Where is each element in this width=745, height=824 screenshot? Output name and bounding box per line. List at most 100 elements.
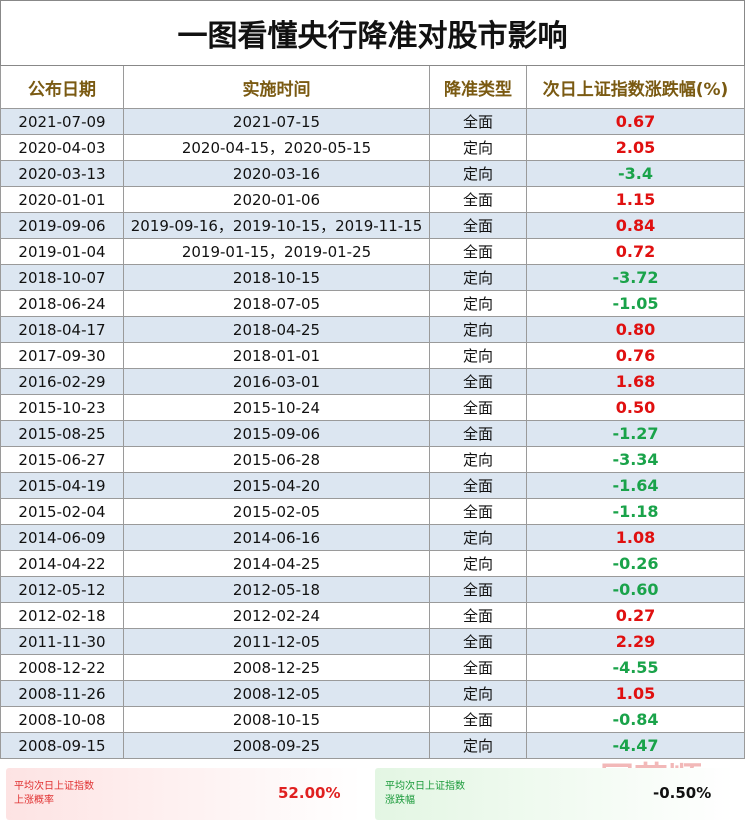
change-cell: -1.05 <box>527 291 745 317</box>
cell: 全面 <box>430 369 527 395</box>
change-cell: -1.18 <box>527 499 745 525</box>
cell: 2014-04-22 <box>0 551 124 577</box>
cell: 2015-06-28 <box>124 447 430 473</box>
change-cell: 1.15 <box>527 187 745 213</box>
cell: 全面 <box>430 655 527 681</box>
footer-left-value: 52.00% <box>278 784 341 802</box>
change-cell: -3.72 <box>527 265 745 291</box>
change-cell: -4.55 <box>527 655 745 681</box>
cell: 2012-05-18 <box>124 577 430 603</box>
cell: 全面 <box>430 213 527 239</box>
cell: 2015-02-04 <box>0 499 124 525</box>
cell: 2018-06-24 <box>0 291 124 317</box>
cell: 2018-01-01 <box>124 343 430 369</box>
cell: 定向 <box>430 161 527 187</box>
change-cell: -1.64 <box>527 473 745 499</box>
footer-right-label: 涨跌幅 <box>385 795 415 806</box>
cell: 2008-12-05 <box>124 681 430 707</box>
cell: 全面 <box>430 577 527 603</box>
cell: 2015-06-27 <box>0 447 124 473</box>
header-cell: 降准类型 <box>430 66 527 109</box>
header-cell: 公布日期 <box>0 66 124 109</box>
change-cell: -3.34 <box>527 447 745 473</box>
change-cell: 0.50 <box>527 395 745 421</box>
footer-left-label: 上涨概率 <box>14 795 54 806</box>
cell: 2008-12-25 <box>124 655 430 681</box>
cell: 2015-02-05 <box>124 499 430 525</box>
change-cell: -1.27 <box>527 421 745 447</box>
change-cell: 0.67 <box>527 109 745 135</box>
cell: 2016-03-01 <box>124 369 430 395</box>
change-cell: -0.60 <box>527 577 745 603</box>
cell: 定向 <box>430 525 527 551</box>
cell: 定向 <box>430 733 527 759</box>
cell: 2020-01-06 <box>124 187 430 213</box>
cell: 2021-07-15 <box>124 109 430 135</box>
cell: 全面 <box>430 421 527 447</box>
cell: 2008-10-15 <box>124 707 430 733</box>
cell: 2018-10-15 <box>124 265 430 291</box>
cell: 2014-04-25 <box>124 551 430 577</box>
cell: 2020-03-13 <box>0 161 124 187</box>
cell: 2015-10-23 <box>0 395 124 421</box>
cell: 全面 <box>430 707 527 733</box>
change-cell: -0.26 <box>527 551 745 577</box>
cell: 全面 <box>430 187 527 213</box>
change-cell: -0.84 <box>527 707 745 733</box>
cell: 2018-07-05 <box>124 291 430 317</box>
cell: 全面 <box>430 109 527 135</box>
cell: 2018-04-25 <box>124 317 430 343</box>
cell: 2008-10-08 <box>0 707 124 733</box>
change-cell: 1.05 <box>527 681 745 707</box>
cell: 2015-08-25 <box>0 421 124 447</box>
cell: 2008-09-25 <box>124 733 430 759</box>
cell: 全面 <box>430 239 527 265</box>
cell: 2019-09-16，2019-10-15，2019-11-15 <box>124 213 430 239</box>
cell: 定向 <box>430 343 527 369</box>
cell: 2015-04-19 <box>0 473 124 499</box>
cell: 全面 <box>430 629 527 655</box>
footer-left-label: 平均次日上证指数 <box>14 781 94 792</box>
cell: 定向 <box>430 551 527 577</box>
cell: 定向 <box>430 447 527 473</box>
change-cell: 1.08 <box>527 525 745 551</box>
change-cell: 0.84 <box>527 213 745 239</box>
cell: 定向 <box>430 291 527 317</box>
cell: 2008-12-22 <box>0 655 124 681</box>
footer-right-value: -0.50% <box>653 784 712 802</box>
cell: 定向 <box>430 681 527 707</box>
cell: 2020-04-03 <box>0 135 124 161</box>
cell: 全面 <box>430 473 527 499</box>
cell: 全面 <box>430 499 527 525</box>
cell: 全面 <box>430 395 527 421</box>
cell: 2011-11-30 <box>0 629 124 655</box>
change-cell: 0.27 <box>527 603 745 629</box>
cell: 2015-09-06 <box>124 421 430 447</box>
cell: 2015-04-20 <box>124 473 430 499</box>
cell: 2014-06-09 <box>0 525 124 551</box>
cell: 2019-01-15，2019-01-25 <box>124 239 430 265</box>
cell: 2016-02-29 <box>0 369 124 395</box>
cell: 定向 <box>430 265 527 291</box>
cell: 2020-04-15，2020-05-15 <box>124 135 430 161</box>
cell: 2008-09-15 <box>0 733 124 759</box>
cell: 2019-01-04 <box>0 239 124 265</box>
cell: 2018-10-07 <box>0 265 124 291</box>
change-cell: 0.72 <box>527 239 745 265</box>
change-cell: 2.05 <box>527 135 745 161</box>
cell: 2019-09-06 <box>0 213 124 239</box>
change-cell: 0.80 <box>527 317 745 343</box>
footer-right: 平均次日上证指数 涨跌幅 -0.50% <box>375 768 735 820</box>
cell: 2008-11-26 <box>0 681 124 707</box>
cell: 定向 <box>430 135 527 161</box>
cell: 2012-02-24 <box>124 603 430 629</box>
footer-right-label: 平均次日上证指数 <box>385 781 465 792</box>
cell: 2017-09-30 <box>0 343 124 369</box>
change-cell: 0.76 <box>527 343 745 369</box>
cell: 2012-02-18 <box>0 603 124 629</box>
cell: 全面 <box>430 603 527 629</box>
title: 一图看懂央行降准对股市影响 <box>0 0 745 66</box>
cell: 2014-06-16 <box>124 525 430 551</box>
header-cell: 实施时间 <box>124 66 430 109</box>
header-cell: 次日上证指数涨跌幅(%) <box>527 66 745 109</box>
